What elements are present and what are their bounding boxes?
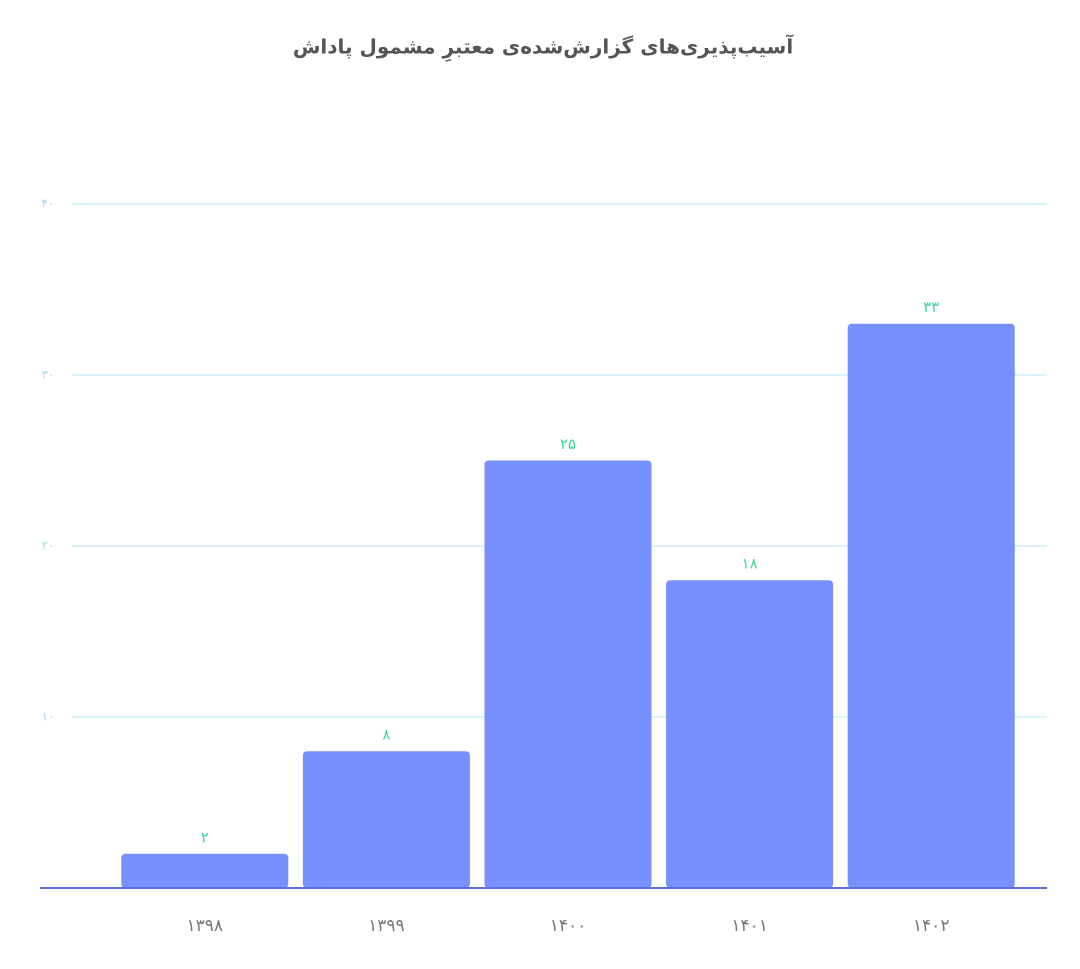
- x-tick-label: ۱۳۹۸: [187, 916, 224, 936]
- x-tick-label: ۱۴۰۰: [550, 916, 587, 936]
- value-label: ۸: [382, 726, 390, 744]
- chart-title: آسیب‌پذیری‌های گزارش‌شده‌ی معتبرِ مشمول …: [293, 34, 795, 62]
- x-tick-label: ۱۳۹۹: [368, 916, 405, 936]
- value-label: ۱۸: [742, 555, 758, 573]
- value-label: ۲۵: [560, 435, 576, 453]
- y-tick-label: ۴۰: [42, 197, 55, 211]
- y-tick-label: ۲۰: [42, 539, 55, 553]
- bar: [847, 323, 1015, 888]
- x-tick-label: ۱۴۰۱: [731, 916, 768, 936]
- bar: [666, 580, 834, 888]
- x-tick-label: ۱۴۰۲: [913, 916, 950, 936]
- value-label: ۳۳: [923, 298, 939, 316]
- bar: [484, 460, 652, 888]
- bar: [121, 853, 289, 888]
- bar: [302, 751, 470, 888]
- y-tick-label: ۱۰: [42, 710, 55, 724]
- value-label: ۲: [201, 828, 209, 846]
- y-tick-label: ۳۰: [42, 368, 55, 382]
